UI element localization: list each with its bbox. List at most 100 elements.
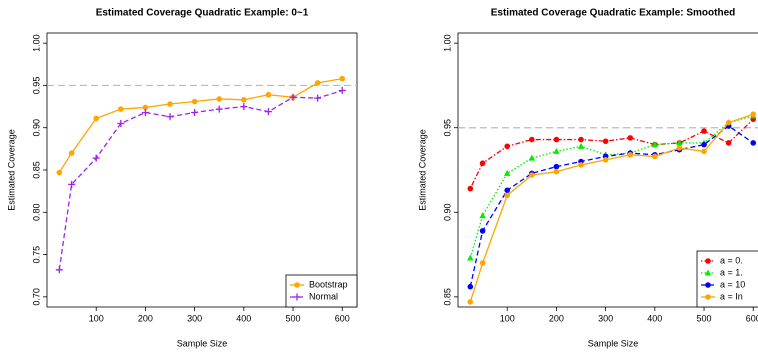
point — [529, 136, 535, 143]
y-axis-title: Estimated Coverage — [6, 129, 16, 211]
point — [467, 254, 474, 261]
point — [602, 138, 609, 145]
point — [528, 154, 536, 161]
point — [479, 260, 486, 266]
point — [55, 266, 63, 274]
x-tick-label: 400 — [236, 313, 251, 323]
point — [142, 104, 149, 111]
legend-box — [285, 274, 358, 308]
series-line — [469, 115, 754, 259]
y-tick-label: 0.95 — [31, 77, 41, 95]
legend-label: Bootstrap — [309, 279, 348, 289]
point — [191, 98, 198, 105]
x-tick-label: 200 — [138, 313, 153, 323]
point — [602, 157, 609, 163]
point — [191, 108, 199, 116]
legend-marker — [705, 294, 711, 300]
x-tick-label: 100 — [500, 313, 515, 323]
point — [504, 187, 511, 194]
y-tick-label: 0.90 — [442, 204, 452, 222]
point — [264, 108, 272, 116]
point — [479, 160, 486, 167]
y-tick-label: 0.70 — [31, 288, 41, 306]
point — [627, 151, 634, 158]
x-tick-label: 100 — [89, 313, 104, 323]
legend-label: a = In — [720, 291, 743, 301]
point — [265, 91, 272, 98]
point — [627, 135, 634, 141]
x-tick-label: 500 — [286, 313, 301, 323]
point — [725, 119, 732, 126]
legend-marker — [293, 293, 301, 301]
y-tick-label: 0.95 — [442, 119, 452, 137]
point — [117, 119, 125, 127]
point — [553, 168, 560, 175]
legend-marker — [705, 282, 711, 288]
point — [241, 97, 247, 103]
point — [750, 140, 757, 146]
x-tick-label: 600 — [335, 313, 350, 323]
x-tick-label: 500 — [697, 313, 712, 323]
x-tick-label: 300 — [187, 313, 202, 323]
point — [240, 103, 248, 111]
y-axis-title: Estimated Coverage — [417, 129, 427, 211]
point — [314, 80, 321, 86]
point — [676, 145, 683, 151]
point — [701, 128, 707, 134]
point — [676, 139, 683, 146]
point — [577, 142, 585, 149]
point — [289, 93, 297, 101]
legend-marker — [294, 282, 300, 288]
point — [467, 185, 474, 192]
point — [215, 105, 223, 113]
y-tick-label: 0.80 — [31, 204, 41, 222]
point — [338, 87, 346, 95]
x-tick-label: 300 — [598, 313, 613, 323]
point — [553, 163, 560, 170]
point — [701, 141, 707, 148]
series-line — [58, 89, 343, 270]
y-tick-label: 1.00 — [31, 34, 41, 52]
series-line — [469, 118, 754, 189]
point — [578, 162, 584, 168]
y-tick-label: 0.85 — [31, 161, 41, 179]
point — [701, 148, 707, 155]
plot-frame — [457, 32, 758, 308]
x-tick-label: 600 — [746, 313, 758, 323]
legend-label: a = 0. — [720, 255, 743, 265]
point — [56, 169, 63, 176]
point — [68, 180, 76, 188]
chart-title: Estimated Coverage Quadratic Example: 0~… — [96, 8, 309, 19]
legend-label: a = 10 — [720, 279, 745, 289]
point — [504, 143, 511, 150]
x-tick-label: 200 — [549, 313, 564, 323]
legend-marker — [705, 258, 711, 264]
point — [92, 154, 100, 162]
point — [118, 106, 124, 112]
point — [68, 150, 75, 156]
y-tick-label: 1.00 — [442, 34, 452, 52]
point — [167, 101, 173, 107]
point — [479, 228, 486, 234]
point — [652, 153, 658, 160]
point — [314, 94, 322, 102]
series-line — [58, 78, 343, 173]
point — [553, 147, 560, 154]
legend-label: a = 1. — [720, 267, 743, 277]
point — [529, 172, 535, 178]
point — [339, 75, 346, 82]
point — [467, 299, 474, 305]
chart-title: Estimated Coverage Quadratic Example: Sm… — [491, 8, 736, 19]
point — [467, 283, 474, 290]
point — [166, 113, 174, 121]
y-tick-label: 0.85 — [442, 288, 452, 306]
x-axis-title: Sample Size — [588, 338, 639, 348]
point — [93, 115, 100, 122]
point — [725, 140, 732, 146]
x-tick-label: 400 — [647, 313, 662, 323]
point — [553, 136, 560, 143]
point — [504, 192, 511, 199]
y-tick-label: 0.75 — [31, 246, 41, 264]
